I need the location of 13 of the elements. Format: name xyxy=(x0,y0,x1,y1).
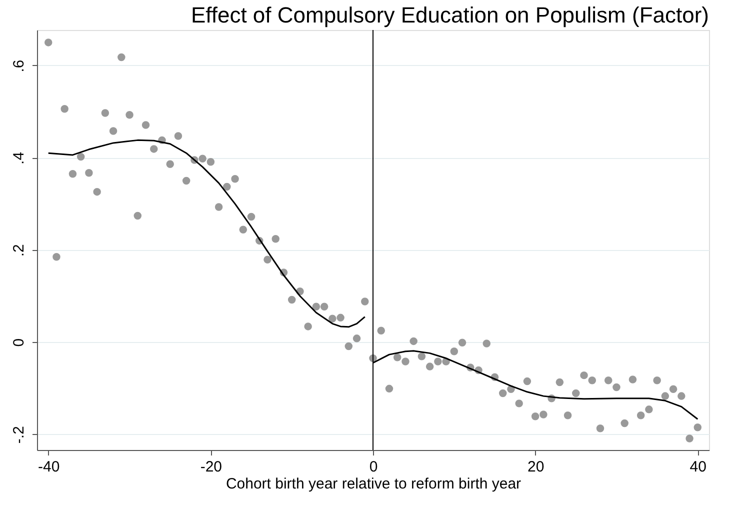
line-series xyxy=(48,139,366,328)
x-tick-label: -20 xyxy=(200,458,222,476)
x-tick-label: -40 xyxy=(38,458,60,476)
y-tick-label: .2 xyxy=(10,244,28,257)
x-tick-label: 40 xyxy=(690,458,706,476)
y-tick-label: 0 xyxy=(10,338,28,347)
chart-title: Effect of Compulsory Education on Populism (Factor) xyxy=(190,2,709,28)
x-tick-label: 0 xyxy=(369,458,378,476)
y-tick-label: .4 xyxy=(10,152,28,164)
x-tick-label: 20 xyxy=(527,458,544,476)
y-tick-label: .6 xyxy=(10,60,28,72)
x-axis-title: Cohort birth year relative to reform birth year xyxy=(226,476,522,492)
y-tick-label: -.2 xyxy=(10,426,28,444)
